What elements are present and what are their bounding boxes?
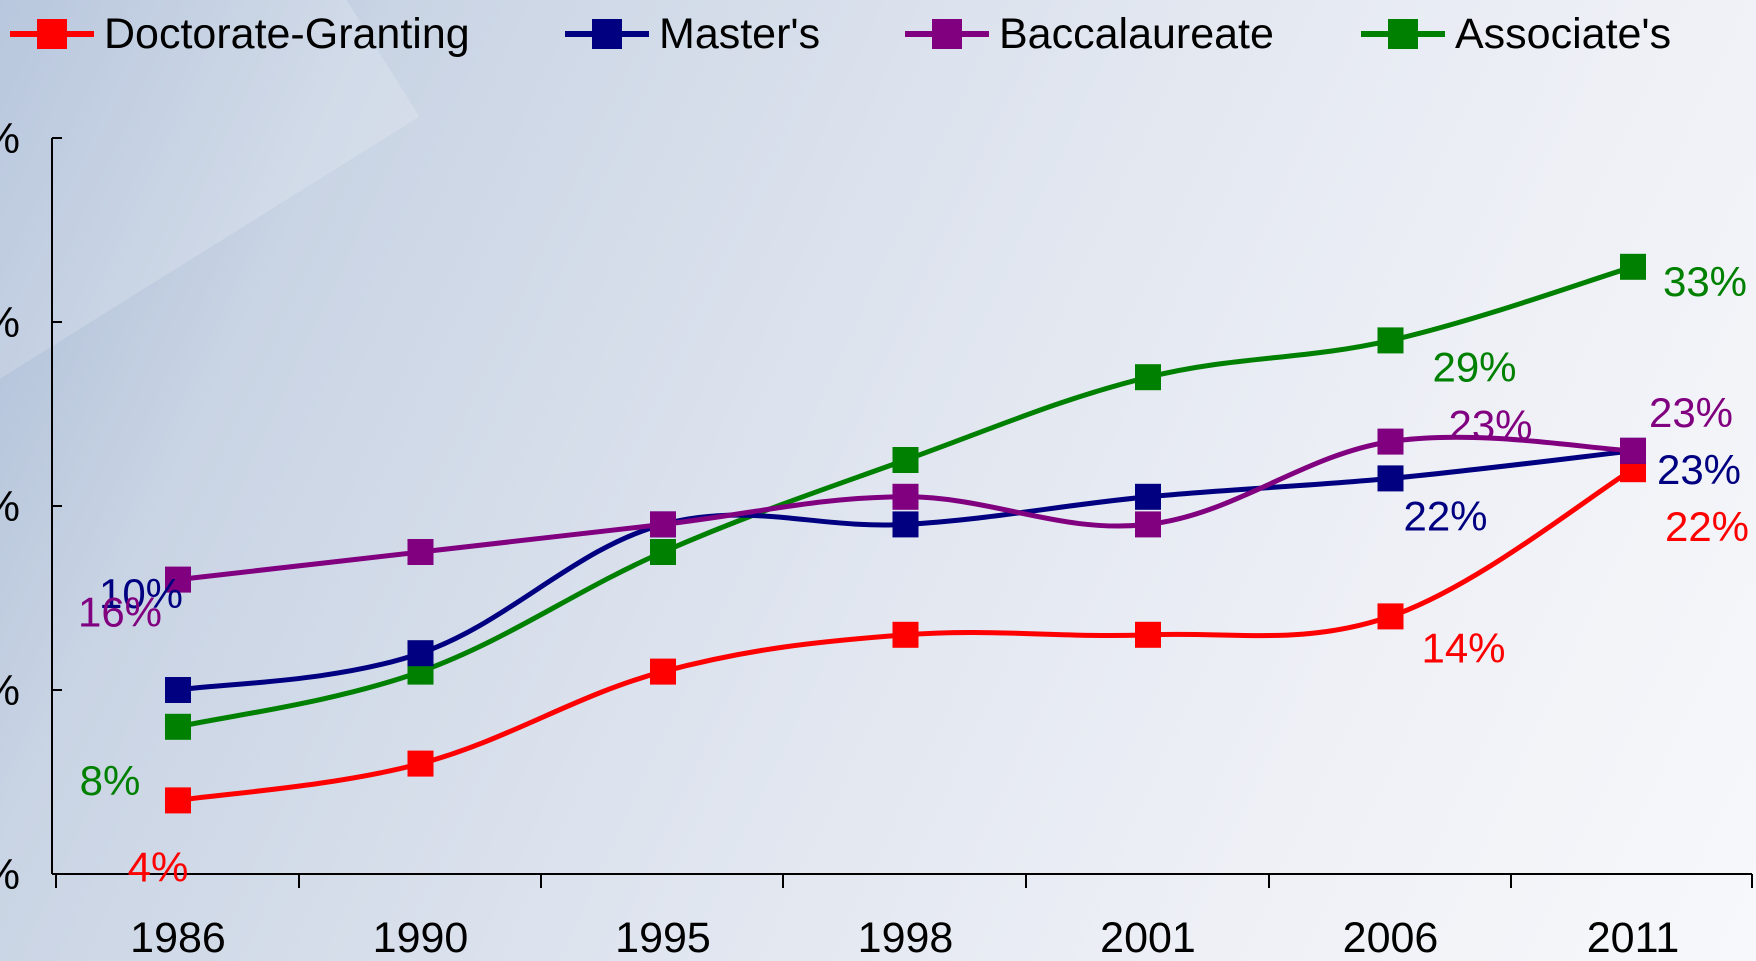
data-point-marker bbox=[892, 511, 919, 538]
data-point-marker bbox=[407, 539, 434, 565]
data-point-marker bbox=[1377, 465, 1404, 492]
data-label: 23% bbox=[1657, 446, 1741, 493]
data-point-marker bbox=[892, 447, 919, 473]
data-point-marker bbox=[892, 621, 919, 648]
data-point-marker bbox=[1377, 327, 1404, 354]
x-tick-label: 1995 bbox=[615, 914, 711, 961]
data-point-marker bbox=[1135, 364, 1161, 391]
x-tick-label: 1986 bbox=[130, 914, 226, 961]
data-point-marker bbox=[165, 713, 191, 740]
data-label: 33% bbox=[1663, 258, 1747, 305]
legend: Doctorate-Granting Master's Baccalaureate A… bbox=[0, 0, 1756, 70]
data-label: 29% bbox=[1432, 343, 1516, 390]
legend-item: Associate's bbox=[1361, 6, 1671, 62]
legend-item: Baccalaureate bbox=[905, 6, 1274, 62]
data-point-marker bbox=[650, 511, 676, 538]
data-point-marker bbox=[407, 640, 434, 667]
data-point-marker bbox=[1377, 603, 1404, 630]
data-point-marker bbox=[165, 677, 191, 703]
data-point-marker bbox=[1377, 428, 1404, 455]
data-label: 22% bbox=[1665, 503, 1749, 550]
x-tick-label: 2001 bbox=[1100, 914, 1196, 961]
legend-marker bbox=[905, 6, 989, 62]
x-tick-label: 1990 bbox=[373, 914, 469, 961]
y-tick-label: 0% bbox=[0, 851, 20, 899]
legend-label: Baccalaureate bbox=[999, 9, 1274, 58]
data-point-marker bbox=[1135, 511, 1161, 538]
legend-item: Doctorate-Granting bbox=[10, 6, 470, 62]
data-point-marker bbox=[407, 750, 434, 777]
data-label: 14% bbox=[1421, 624, 1505, 671]
legend-item: Master's bbox=[565, 6, 820, 62]
data-label: 23% bbox=[1649, 389, 1733, 436]
y-tick-label: 10% bbox=[0, 667, 20, 715]
x-tick-label: 1998 bbox=[858, 914, 954, 961]
y-tick-label: 20% bbox=[0, 483, 20, 531]
legend-marker bbox=[10, 6, 94, 62]
data-point-marker bbox=[650, 658, 676, 685]
legend-label: Doctorate-Granting bbox=[104, 9, 470, 58]
data-point-marker bbox=[650, 539, 676, 565]
data-label: 23% bbox=[1448, 402, 1532, 449]
data-point-marker bbox=[1135, 621, 1161, 648]
y-tick-label: 30% bbox=[0, 299, 20, 347]
data-point-marker bbox=[165, 787, 191, 814]
data-point-marker bbox=[892, 483, 919, 510]
data-label: 4% bbox=[128, 843, 189, 890]
legend-label: Master's bbox=[659, 9, 821, 58]
x-tick-label: 2006 bbox=[1343, 914, 1439, 961]
data-point-marker bbox=[165, 566, 191, 593]
data-label: 22% bbox=[1403, 492, 1487, 539]
legend-marker bbox=[565, 6, 649, 62]
data-label: 16% bbox=[78, 589, 162, 636]
data-label: 8% bbox=[80, 757, 141, 804]
data-point-marker bbox=[1620, 437, 1646, 464]
legend-label: Associate's bbox=[1455, 9, 1672, 58]
data-point-marker bbox=[1135, 483, 1161, 510]
y-tick-label: 40% bbox=[0, 115, 20, 163]
x-tick-label: 2011 bbox=[1587, 914, 1679, 961]
data-label: 10% bbox=[99, 570, 183, 617]
data-point-marker bbox=[1620, 253, 1646, 280]
legend-marker bbox=[1361, 6, 1445, 62]
